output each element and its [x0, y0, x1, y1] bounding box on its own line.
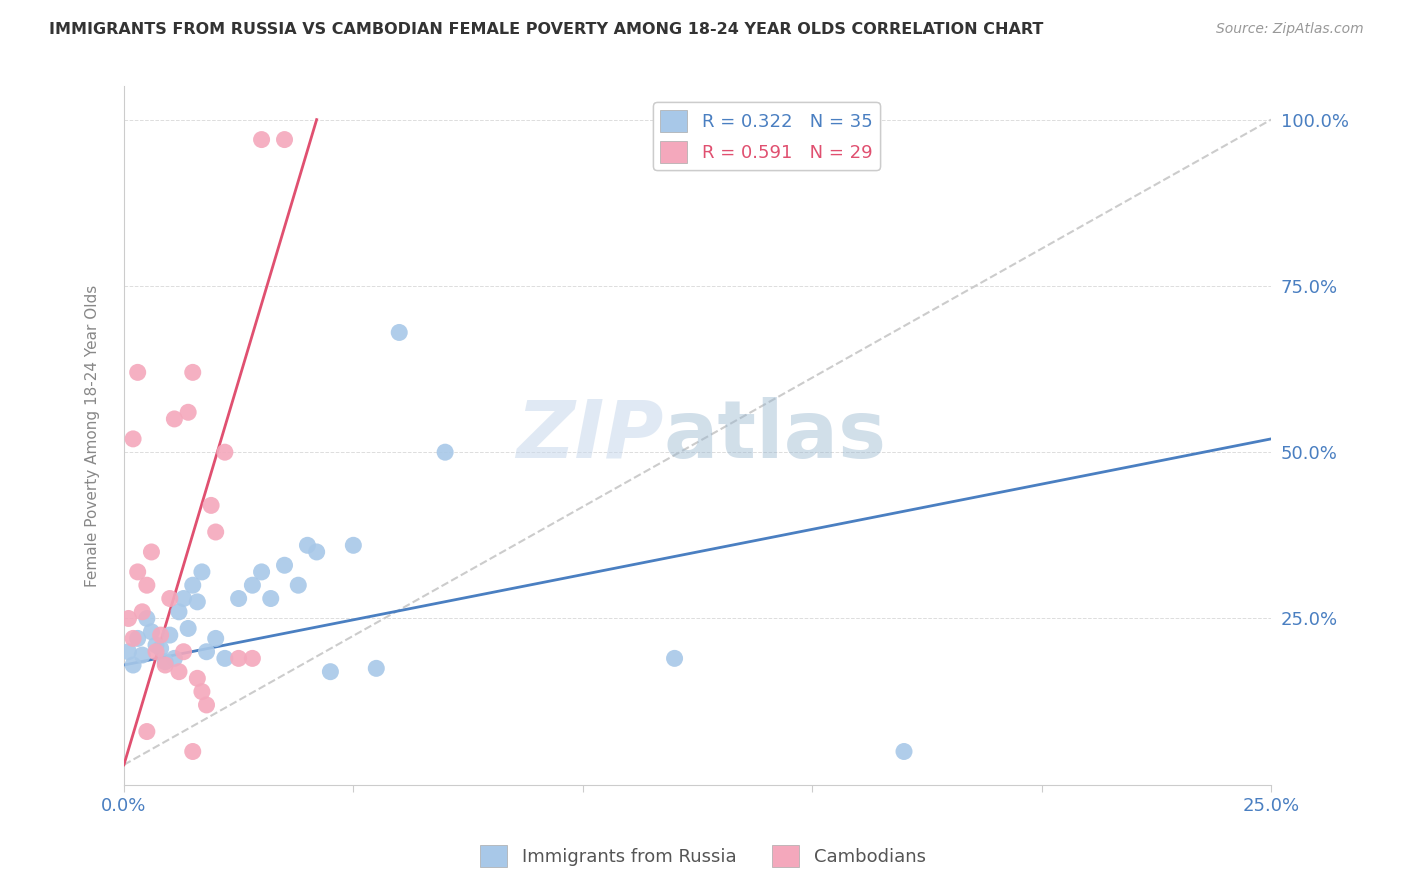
Point: [195, 698, 218, 712]
Point: [366, 661, 388, 675]
Point: [191, 565, 214, 579]
Point: [186, 671, 208, 685]
Point: [145, 645, 167, 659]
Point: [163, 412, 186, 426]
Point: [200, 499, 222, 513]
Point: [163, 651, 186, 665]
Point: [167, 665, 190, 679]
Point: [297, 538, 319, 552]
Point: [131, 605, 153, 619]
Point: [273, 132, 295, 146]
Point: [388, 326, 411, 340]
Point: [131, 648, 153, 662]
Point: [214, 445, 236, 459]
Point: [242, 578, 264, 592]
Point: [214, 651, 236, 665]
Point: [342, 538, 364, 552]
Point: [173, 645, 195, 659]
Point: [127, 632, 149, 646]
Point: [177, 405, 200, 419]
Point: [122, 632, 145, 646]
Legend: Immigrants from Russia, Cambodians: Immigrants from Russia, Cambodians: [472, 838, 934, 874]
Point: [287, 578, 309, 592]
Text: ZIP: ZIP: [516, 397, 664, 475]
Point: [195, 645, 218, 659]
Point: [273, 558, 295, 573]
Point: [167, 605, 190, 619]
Point: [159, 628, 181, 642]
Point: [177, 622, 200, 636]
Point: [155, 658, 177, 673]
Point: [122, 658, 145, 673]
Point: [181, 744, 204, 758]
Point: [434, 445, 457, 459]
Point: [260, 591, 283, 606]
Point: [250, 132, 273, 146]
Point: [228, 651, 250, 665]
Legend: R = 0.322   N = 35, R = 0.591   N = 29: R = 0.322 N = 35, R = 0.591 N = 29: [652, 103, 880, 169]
Point: [122, 432, 145, 446]
Text: IMMIGRANTS FROM RUSSIA VS CAMBODIAN FEMALE POVERTY AMONG 18-24 YEAR OLDS CORRELA: IMMIGRANTS FROM RUSSIA VS CAMBODIAN FEMA…: [49, 22, 1043, 37]
Point: [173, 591, 195, 606]
Point: [135, 578, 157, 592]
Point: [149, 641, 172, 656]
Point: [181, 578, 204, 592]
Y-axis label: Female Poverty Among 18-24 Year Olds: Female Poverty Among 18-24 Year Olds: [86, 285, 100, 587]
Point: [135, 611, 157, 625]
Point: [127, 365, 149, 379]
Point: [242, 651, 264, 665]
Text: Source: ZipAtlas.com: Source: ZipAtlas.com: [1216, 22, 1364, 37]
Point: [127, 565, 149, 579]
Point: [305, 545, 328, 559]
Point: [141, 545, 163, 559]
Point: [204, 632, 226, 646]
Text: atlas: atlas: [664, 397, 886, 475]
Point: [149, 628, 172, 642]
Point: [186, 595, 208, 609]
Point: [893, 744, 915, 758]
Point: [145, 638, 167, 652]
Point: [159, 591, 181, 606]
Point: [664, 651, 686, 665]
Point: [319, 665, 342, 679]
Point: [155, 655, 177, 669]
Point: [228, 591, 250, 606]
Point: [117, 611, 139, 625]
Point: [204, 524, 226, 539]
Point: [181, 365, 204, 379]
Point: [250, 565, 273, 579]
Point: [191, 684, 214, 698]
Point: [141, 624, 163, 639]
Point: [135, 724, 157, 739]
Point: [117, 645, 139, 659]
